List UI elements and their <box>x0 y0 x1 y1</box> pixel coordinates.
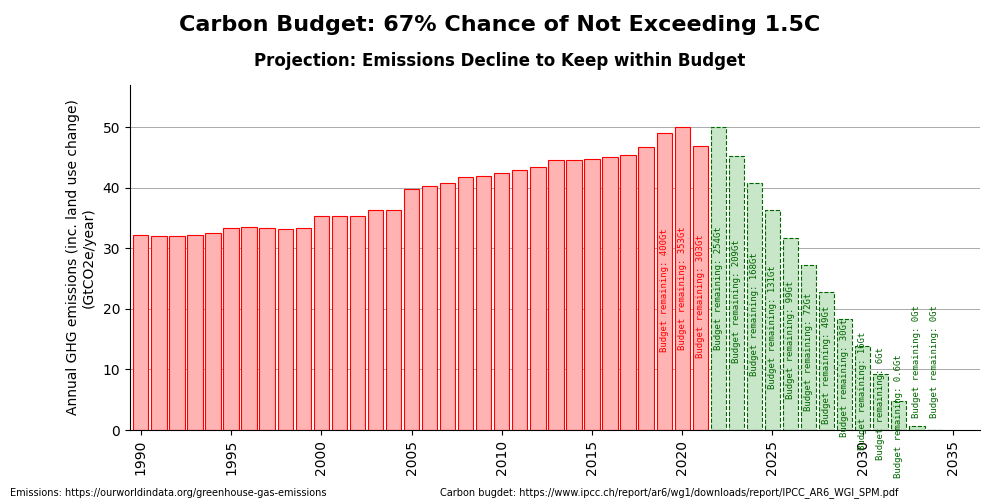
Bar <box>494 173 509 430</box>
Bar <box>332 216 347 430</box>
Bar <box>223 228 239 430</box>
Text: Budget remaining: 353Gt: Budget remaining: 353Gt <box>678 226 687 350</box>
Text: Budget remaining: 49Gt: Budget remaining: 49Gt <box>822 306 831 424</box>
Text: Budget remaining: 131Gt: Budget remaining: 131Gt <box>768 265 777 388</box>
Bar <box>855 346 870 430</box>
Bar <box>314 216 329 430</box>
Y-axis label: Annual GHG emissions (inc. land use change)
(GtCO2e/year): Annual GHG emissions (inc. land use chan… <box>66 100 96 415</box>
Text: Budget remaining: 168Gt: Budget remaining: 168Gt <box>750 252 759 376</box>
Text: Budget remaining: 400Gt: Budget remaining: 400Gt <box>660 229 669 352</box>
Bar <box>891 401 906 430</box>
Text: Budget remaining: 99Gt: Budget remaining: 99Gt <box>786 280 795 398</box>
Text: Budget remaining: 0.6Gt: Budget remaining: 0.6Gt <box>894 354 903 478</box>
Text: Budget remaining: 6Gt: Budget remaining: 6Gt <box>876 347 885 460</box>
Bar <box>566 160 582 430</box>
Text: Budget remaining: 0Gt: Budget remaining: 0Gt <box>930 305 939 418</box>
Bar <box>584 159 600 430</box>
Bar <box>693 146 708 430</box>
Bar <box>747 183 762 430</box>
Bar <box>729 156 744 430</box>
Bar <box>801 265 816 430</box>
Bar <box>512 170 527 430</box>
Bar <box>278 229 293 430</box>
Bar <box>422 186 437 430</box>
Bar <box>819 292 834 430</box>
Bar <box>133 235 148 430</box>
Text: Budget remaining: 16Gt: Budget remaining: 16Gt <box>858 332 867 450</box>
Bar <box>548 160 564 430</box>
Bar <box>187 235 203 430</box>
Bar <box>819 292 834 430</box>
Text: Budget remaining: 254Gt: Budget remaining: 254Gt <box>714 226 723 350</box>
Bar <box>765 210 780 430</box>
Bar <box>602 157 618 430</box>
Bar <box>476 176 491 430</box>
Text: Budget remaining: 0Gt: Budget remaining: 0Gt <box>912 305 921 418</box>
Bar <box>909 426 925 430</box>
Bar <box>404 189 419 430</box>
Bar <box>458 177 473 430</box>
Bar <box>440 183 455 430</box>
Bar <box>783 238 798 430</box>
Text: Budget remaining: 209Gt: Budget remaining: 209Gt <box>732 240 741 363</box>
Bar <box>711 128 726 430</box>
Text: Projection: Emissions Decline to Keep within Budget: Projection: Emissions Decline to Keep wi… <box>254 52 746 70</box>
Bar <box>386 210 401 430</box>
Bar <box>837 319 852 430</box>
Bar <box>765 210 780 430</box>
Bar <box>638 146 654 430</box>
Bar <box>711 128 726 430</box>
Text: Carbon bugdet: https://www.ipcc.ch/report/ar6/wg1/downloads/report/IPCC_AR6_WGI_: Carbon bugdet: https://www.ipcc.ch/repor… <box>440 486 898 498</box>
Bar <box>620 155 636 430</box>
Bar <box>296 228 311 430</box>
Bar <box>241 226 257 430</box>
Text: Budget remaining: 30Gt: Budget remaining: 30Gt <box>840 319 849 437</box>
Text: Emissions: https://ourworldindata.org/greenhouse-gas-emissions: Emissions: https://ourworldindata.org/gr… <box>10 488 326 498</box>
Bar <box>350 216 365 430</box>
Bar <box>909 426 925 430</box>
Bar <box>855 346 870 430</box>
Bar <box>530 168 546 430</box>
Bar <box>801 265 816 430</box>
Bar <box>151 236 167 430</box>
Bar <box>205 234 221 430</box>
Bar <box>747 183 762 430</box>
Bar <box>891 401 906 430</box>
Bar <box>368 210 383 430</box>
Bar <box>873 374 888 430</box>
Bar <box>675 128 690 430</box>
Bar <box>657 134 672 430</box>
Bar <box>837 319 852 430</box>
Bar <box>783 238 798 430</box>
Bar <box>259 228 275 430</box>
Bar <box>169 236 185 430</box>
Bar <box>729 156 744 430</box>
Text: Carbon Budget: 67% Chance of Not Exceeding 1.5C: Carbon Budget: 67% Chance of Not Exceedi… <box>179 15 821 35</box>
Bar <box>873 374 888 430</box>
Text: Budget remaining: 72Gt: Budget remaining: 72Gt <box>804 293 813 412</box>
Text: Budget remaining: 303Gt: Budget remaining: 303Gt <box>696 234 705 358</box>
